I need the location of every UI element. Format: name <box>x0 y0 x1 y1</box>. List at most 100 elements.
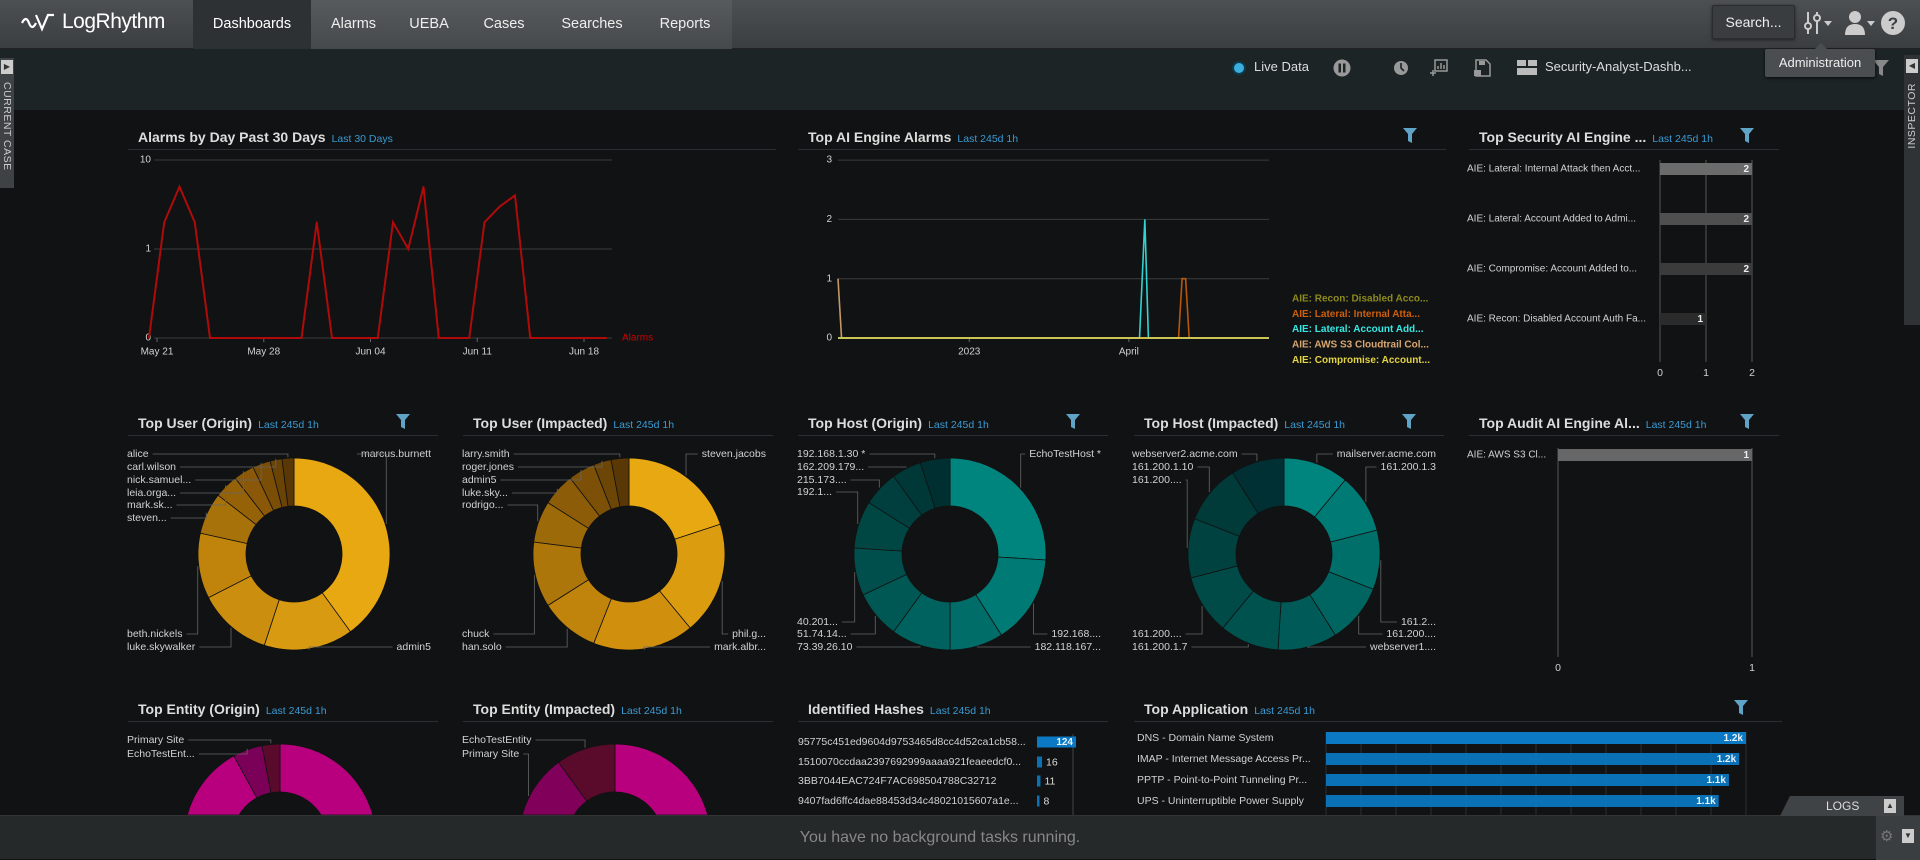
time-range: Last 245d 1h <box>266 705 327 717</box>
donut-label: 161.200.... <box>1386 628 1436 640</box>
legend-item: AIE: Recon: Disabled Acco... <box>1292 294 1429 305</box>
widget-header-top-entity-impacted: Top Entity (Impacted)Last 245d 1h <box>463 696 773 722</box>
data-point <box>484 221 486 223</box>
donut-label: EchoTestEnt... <box>127 748 195 760</box>
donut-label: rodrigo... <box>462 499 503 511</box>
bar-label: 95775c451ed9604d9753465d8cc4d52ca1cb58..… <box>798 736 1026 748</box>
donut-label: 161.200.1.3 <box>1381 461 1437 473</box>
donut-label: steven... <box>127 512 167 524</box>
y-tick-label: 2 <box>826 214 832 225</box>
x-tick-label: 2 <box>1749 367 1755 379</box>
data-point <box>209 337 211 339</box>
filter-icon[interactable] <box>1066 414 1080 429</box>
series-line-alarms <box>149 187 607 338</box>
inspector-label: INSPECTOR <box>1906 83 1918 149</box>
time-range: Last 245d 1h <box>613 419 674 431</box>
filter-icon[interactable] <box>1402 414 1416 429</box>
donut-label: mailserver.acme.com <box>1337 448 1436 460</box>
leader-line <box>188 740 271 743</box>
leader-line <box>153 454 288 457</box>
footer-controls: ⚙ ▼ <box>1876 816 1920 860</box>
time-range: Last 245d 1h <box>928 419 989 431</box>
bar-value: 1.2k <box>1717 754 1737 765</box>
leader-line <box>309 647 392 650</box>
gear-icon[interactable]: ⚙ <box>1880 827 1893 845</box>
data-point <box>163 221 165 223</box>
current-case-label: CURRENT CASE <box>1 82 13 171</box>
widget-title: Top Host (Origin)Last 245d 1h <box>808 415 989 431</box>
donut-label: alice <box>127 448 149 460</box>
donut-label: webserver2.acme.com <box>1131 448 1238 460</box>
expand-arrow-icon[interactable]: ▶ <box>1 60 13 74</box>
bar-value: 1.2k <box>1724 733 1744 744</box>
leader-line <box>1317 454 1333 463</box>
data-point <box>362 337 364 339</box>
donut-label: 182.118.167... <box>1035 641 1101 653</box>
data-point <box>346 337 348 339</box>
legend-item: AIE: AWS S3 Cloudtrail Col... <box>1292 340 1429 351</box>
filter-icon[interactable] <box>1403 128 1417 143</box>
x-tick-label: May 21 <box>141 347 174 358</box>
x-tick-label: 1 <box>1703 367 1709 379</box>
leader-line <box>493 575 534 634</box>
time-range: Last 245d 1h <box>1284 419 1345 431</box>
leader-line <box>686 454 698 476</box>
donut-label: Primary Site <box>462 748 519 760</box>
donut-label: 161.200.1.10 <box>1132 461 1193 473</box>
x-tick-label: 1 <box>1749 662 1755 674</box>
bar-label: AIE: Recon: Disabled Account Auth Fa... <box>1467 314 1646 325</box>
x-tick-label: 2023 <box>958 347 981 358</box>
current-case-panel-toggle[interactable]: ▶ CURRENT CASE <box>0 58 14 188</box>
donut-label: 161.200.1.7 <box>1132 641 1188 653</box>
data-point <box>316 221 318 223</box>
collapse-arrow-icon[interactable]: ◀ <box>1906 59 1918 73</box>
leader-line <box>1033 603 1047 634</box>
bar-label: AIE: Lateral: Account Added to Admi... <box>1467 214 1636 225</box>
expand-up-icon[interactable]: ▲ <box>1884 799 1896 813</box>
x-tick-label: Jun 11 <box>463 347 493 358</box>
donut-label: 161.2... <box>1401 616 1436 628</box>
bar <box>1326 732 1746 744</box>
collapse-down-icon[interactable]: ▼ <box>1902 829 1914 843</box>
data-point <box>514 195 516 197</box>
inspector-panel-toggle[interactable]: ◀ INSPECTOR <box>1904 55 1920 325</box>
bar-value: 2 <box>1743 214 1749 225</box>
filter-icon[interactable] <box>396 414 410 429</box>
widget-title: Top User (Origin)Last 245d 1h <box>138 415 319 431</box>
logs-tab[interactable]: LOGS ▲ <box>1780 796 1904 816</box>
background-tasks-bar: You have no background tasks running. ⚙ … <box>0 815 1920 859</box>
widget-header-top-audit-aie: Top Audit AI Engine Al...Last 245d 1h <box>1469 410 1779 436</box>
filter-icon[interactable] <box>1740 128 1754 143</box>
widget-title: Top Entity (Origin)Last 245d 1h <box>138 701 327 717</box>
donut-label: 40.201... <box>797 616 838 628</box>
y-tick-label: 0 <box>826 333 832 344</box>
legend-item: AIE: Lateral: Internal Atta... <box>1292 309 1420 320</box>
leader-line <box>171 513 207 518</box>
leader-line <box>186 566 197 634</box>
filter-icon[interactable] <box>1734 700 1748 715</box>
leader-line <box>856 646 920 647</box>
donut-label: webserver1.... <box>1369 641 1436 653</box>
bar <box>1660 263 1752 275</box>
time-range: Last 245d 1h <box>621 705 682 717</box>
donut-label: leia.orga... <box>127 487 176 499</box>
leader-line <box>535 740 585 748</box>
leader-line <box>1366 467 1377 502</box>
x-tick-label: April <box>1119 347 1139 358</box>
donut-label: admin5 <box>397 641 432 653</box>
bar-label: PPTP - Point-to-Point Tunneling Pr... <box>1137 774 1307 786</box>
leader-line <box>851 480 880 488</box>
donut-label: chuck <box>462 628 490 640</box>
donut-label: beth.nickels <box>127 628 182 640</box>
leader-line <box>507 505 537 521</box>
filter-icon[interactable] <box>1740 414 1754 429</box>
donut-label: 162.209.179... <box>797 461 864 473</box>
legend-item: AIE: Lateral: Account Add... <box>1292 324 1424 335</box>
y-tick-label: 10 <box>140 155 152 166</box>
widget-header-top-user-impacted: Top User (Impacted)Last 245d 1h <box>463 410 773 436</box>
donut-label: 161.200.... <box>1132 474 1182 486</box>
